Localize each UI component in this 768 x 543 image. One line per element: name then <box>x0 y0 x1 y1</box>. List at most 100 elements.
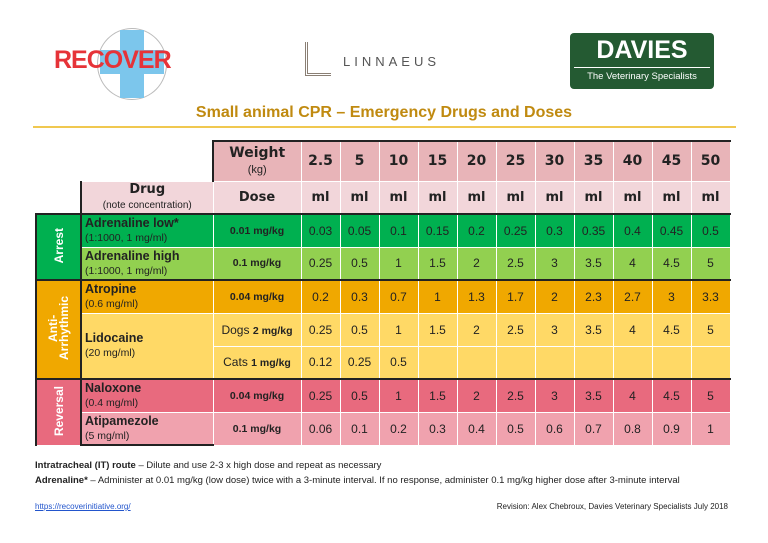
dose-rate-cell: 0.04 mg/kg <box>212 279 302 314</box>
drug-header-row: Drug (note concentration) Dose ml ml ml ml ml… <box>36 180 731 215</box>
drug-name-cell: Atipamezole (5 mg/ml) <box>80 411 214 446</box>
dose-volume-cell: 3 <box>651 279 692 314</box>
drug-name-cell: Adrenaline low* (1:1000, 1 mg/ml) <box>80 213 214 248</box>
dose-volume-cell: 2 <box>456 312 497 347</box>
dose-volume-cell: 3 <box>534 312 575 347</box>
dose-volume-cell: 0.06 <box>300 411 341 446</box>
dose-volume-cell: 0.35 <box>573 213 614 248</box>
table-row-adrenaline-low: Arrest Adrenaline low* (1:1000, 1 mg/ml) … <box>35 213 731 281</box>
dose-volume-cell: 1 <box>417 279 458 314</box>
weight-header-cell: 30 <box>534 140 575 182</box>
dose-volume-cell: 1 <box>690 411 731 446</box>
dose-volume-cell: 4 <box>612 246 653 281</box>
unit-header-cell: ml <box>534 180 575 215</box>
dose-rate-cell: 0.04 mg/kg <box>212 378 302 413</box>
table-row-lidocaine-dogs: Lidocaine (20 mg/ml) Dogs 2 mg/kg 0.25 0.5… <box>36 312 731 380</box>
dose-volume-cell <box>612 345 653 380</box>
dose-volume-cell: 0.3 <box>534 213 575 248</box>
dose-volume-cell: 2.5 <box>495 378 536 413</box>
dose-volume-cell: 2.5 <box>495 246 536 281</box>
dose-volume-cell: 0.4 <box>456 411 497 446</box>
dose-volume-cell: 3.3 <box>690 279 731 314</box>
page-title: Small animal CPR – Emergency Drugs and D… <box>195 104 573 121</box>
weight-header-cell: 10 <box>378 140 419 182</box>
dose-volume-cell: 1.3 <box>456 279 497 314</box>
dose-volume-cell: 5 <box>690 246 731 281</box>
unit-header-cell: ml <box>495 180 536 215</box>
drug-name-cell: Naloxone (0.4 mg/ml) <box>80 378 214 413</box>
dose-rate-cell: Dogs 2 mg/kg <box>212 312 302 347</box>
dose-volume-cell: 0.5 <box>339 246 380 281</box>
dose-volume-cell: 1 <box>378 378 419 413</box>
drug-name-cell: Lidocaine (20 mg/ml) <box>80 312 214 380</box>
dose-volume-cell: 3.5 <box>573 246 614 281</box>
weight-header-row: Weight (kg) 2.5 5 10 15 20 25 30 35 40 45 50 <box>36 140 731 182</box>
dose-volume-cell: 5 <box>690 312 731 347</box>
dose-volume-cell: 0.25 <box>300 312 341 347</box>
dose-volume-cell: 1.5 <box>417 312 458 347</box>
dose-volume-cell <box>495 345 536 380</box>
dose-volume-cell: 0.5 <box>339 312 380 347</box>
dose-volume-cell: 0.25 <box>300 378 341 413</box>
dose-volume-cell <box>690 345 731 380</box>
dose-volume-cell: 1.5 <box>417 378 458 413</box>
dose-volume-cell: 0.1 <box>339 411 380 446</box>
dose-volume-cell: 0.25 <box>300 246 341 281</box>
dose-volume-cell: 0.7 <box>378 279 419 314</box>
group-reversal: Reversal <box>35 378 82 446</box>
dose-volume-cell: 0.15 <box>417 213 458 248</box>
dose-volume-cell: 0.03 <box>300 213 341 248</box>
dose-volume-cell: 4.5 <box>651 246 692 281</box>
dose-volume-cell: 3 <box>534 378 575 413</box>
dose-volume-cell: 2 <box>456 246 497 281</box>
unit-header-cell: ml <box>690 180 731 215</box>
dose-volume-cell: 0.9 <box>651 411 692 446</box>
dose-volume-cell: 1.7 <box>495 279 536 314</box>
drug-name-cell: Adrenaline high (1:1000, 1 mg/ml) <box>80 246 214 281</box>
dose-volume-cell: 0.25 <box>339 345 380 380</box>
table-row-adrenaline-high: Adrenaline high (1:1000, 1 mg/ml) 0.1 mg/… <box>36 246 731 281</box>
dose-volume-cell <box>417 345 458 380</box>
dose-rate-cell: 0.1 mg/kg <box>212 411 302 446</box>
group-anti-arrhythmic: Anti- Arrhythmic <box>35 279 82 380</box>
dose-volume-cell: 0.6 <box>534 411 575 446</box>
dose-volume-cell: 0.2 <box>456 213 497 248</box>
davies-logo: DAVIES The Veterinary Specialists <box>570 33 714 89</box>
dose-volume-cell: 1 <box>378 246 419 281</box>
weight-header-cell: 25 <box>495 140 536 182</box>
unit-header-cell: ml <box>300 180 341 215</box>
dose-rate-cell: 0.1 mg/kg <box>212 246 302 281</box>
weight-header-cell: 45 <box>651 140 692 182</box>
unit-header-cell: ml <box>339 180 380 215</box>
weight-header-cell: 20 <box>456 140 497 182</box>
table-row-atropine: Anti- Arrhythmic Atropine (0.6 mg/ml) 0.0… <box>35 279 731 380</box>
table-row-naloxone: Reversal Naloxone (0.4 mg/ml) 0.04 mg/kg … <box>35 378 731 446</box>
table-row-lidocaine-cats: Cats 1 mg/kg 0.12 0.25 0.5 <box>36 345 731 380</box>
dose-volume-cell: 2 <box>456 378 497 413</box>
weight-header-cell: 50 <box>690 140 731 182</box>
dose-volume-cell <box>573 345 614 380</box>
dose-volume-cell: 1 <box>378 312 419 347</box>
dose-volume-cell: 2.5 <box>495 312 536 347</box>
dose-volume-cell <box>456 345 497 380</box>
recover-link[interactable]: https://recoverinitiative.org/ <box>35 502 131 511</box>
dose-volume-cell: 0.3 <box>417 411 458 446</box>
weight-header-cell: 35 <box>573 140 614 182</box>
dose-volume-cell: 0.5 <box>690 213 731 248</box>
dose-volume-cell: 0.7 <box>573 411 614 446</box>
dose-volume-cell: 4 <box>612 312 653 347</box>
dose-rate-cell: Cats 1 mg/kg <box>212 345 302 380</box>
dose-volume-cell: 4 <box>612 378 653 413</box>
dose-volume-cell: 0.5 <box>339 378 380 413</box>
note-intratracheal: Intratracheal (IT) route – Dilute and us… <box>35 460 382 471</box>
unit-header-cell: ml <box>417 180 458 215</box>
dose-volume-cell: 0.2 <box>378 411 419 446</box>
dose-volume-cell: 2.3 <box>573 279 614 314</box>
dose-volume-cell: 0.3 <box>339 279 380 314</box>
note-adrenaline: Adrenaline* – Administer at 0.01 mg/kg (… <box>35 475 680 486</box>
dose-volume-cell: 0.25 <box>495 213 536 248</box>
weight-header-cell: 2.5 <box>300 140 341 182</box>
dose-volume-cell: 4.5 <box>651 312 692 347</box>
dose-volume-cell: 5 <box>690 378 731 413</box>
weight-header-cell: 40 <box>612 140 653 182</box>
